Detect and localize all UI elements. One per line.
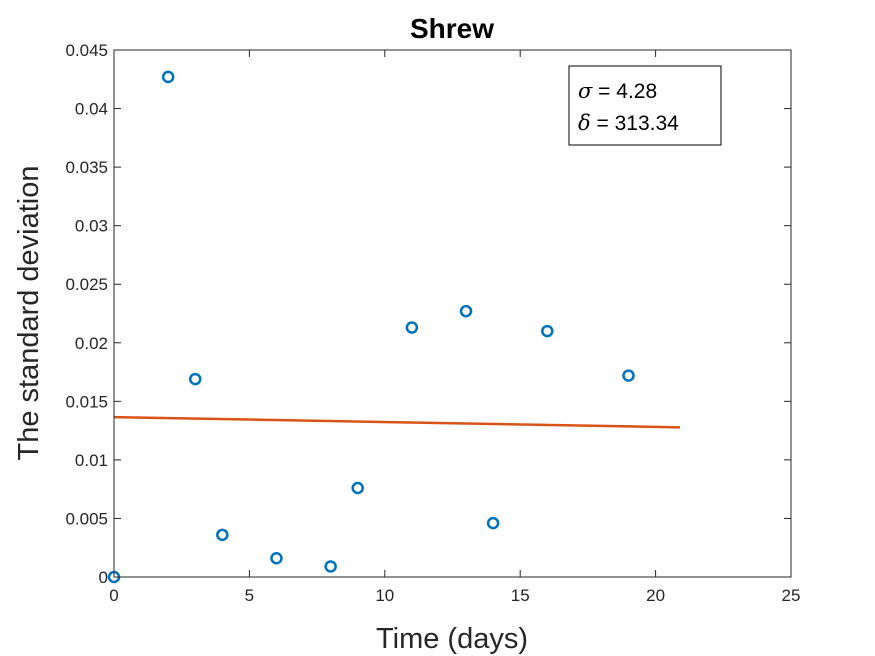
y-tick-label: 0.015 xyxy=(65,392,108,411)
y-tick-label: 0 xyxy=(99,568,108,587)
data-point xyxy=(622,369,635,382)
y-tick-label: 0.02 xyxy=(75,334,108,353)
data-point xyxy=(270,552,283,565)
x-tick-label: 0 xyxy=(109,586,118,605)
annotation-line-delta: δ = 313.34 xyxy=(578,111,679,135)
annotation-box: σ = 4.28 δ = 313.34 xyxy=(568,65,722,146)
y-tick-label: 0.025 xyxy=(65,275,108,294)
x-axis-title: Time (days) xyxy=(376,623,528,655)
y-axis-title: The standard deviation xyxy=(13,165,45,460)
annotation-frame xyxy=(568,65,722,146)
x-tick-label: 25 xyxy=(782,586,801,605)
data-point xyxy=(324,560,337,573)
delta-value: = 313.34 xyxy=(591,112,679,135)
data-point xyxy=(216,528,229,542)
y-tick-label: 0.005 xyxy=(65,509,108,528)
ticks-layer: 0 5 10 15 20 25 0 0.005 0.01 0.015 0.02 0.025 0.03 0.… xyxy=(65,41,800,605)
y-tick-label: 0.01 xyxy=(75,451,108,470)
y-tick-label: 0.04 xyxy=(75,100,108,119)
x-tick-label: 10 xyxy=(375,586,394,605)
data-point xyxy=(405,321,419,334)
plot-frame xyxy=(113,49,792,578)
x-tick-label: 15 xyxy=(511,586,530,605)
sigma-value: = 4.28 xyxy=(592,80,657,103)
sigma-symbol: σ xyxy=(578,79,593,103)
annotation-line-sigma: σ = 4.28 xyxy=(578,79,657,103)
y-tick-label: 0.03 xyxy=(75,217,108,236)
data-point xyxy=(161,70,175,84)
data-point xyxy=(541,324,554,338)
y-tick-label: 0.045 xyxy=(65,41,108,60)
y-tick-label: 0.035 xyxy=(65,158,108,177)
data-point xyxy=(459,304,473,318)
x-tick-label: 20 xyxy=(646,586,665,605)
data-point xyxy=(486,516,500,530)
chart-title: Shrew xyxy=(410,13,494,44)
data-point xyxy=(351,481,364,495)
x-tick-label: 5 xyxy=(245,586,254,605)
fit-line xyxy=(113,415,680,429)
data-point xyxy=(188,372,202,386)
delta-symbol: δ xyxy=(578,111,591,135)
